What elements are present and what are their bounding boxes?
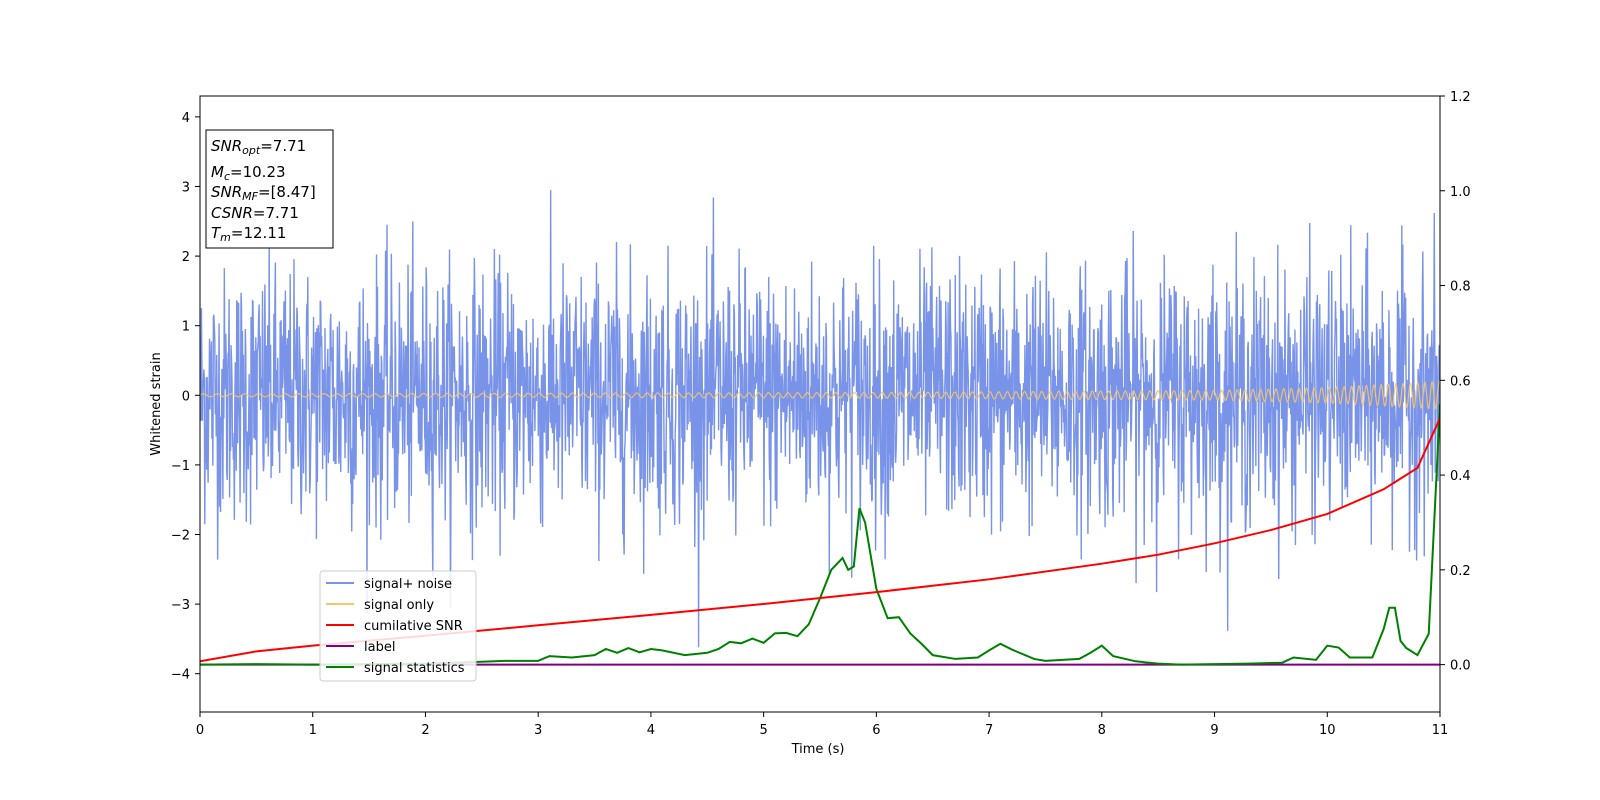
y-right-tick-label: 0.8 <box>1450 280 1471 295</box>
info-box: SNRopt=7.71 Mc=10.23 SNRMF=[8.47] CSNR=7… <box>205 129 334 249</box>
info-mc: Mc=10.23 <box>211 163 286 183</box>
legend-label-signal-only: signal only <box>364 598 434 613</box>
legend-item-cumilative-snr: cumilative SNR <box>326 619 463 634</box>
y-left-tick-label: −4 <box>171 668 190 683</box>
legend-item-signal-noise: signal+ noise <box>326 577 452 592</box>
legend-label-signal-statistics: signal statistics <box>364 661 465 676</box>
y-right-tick-label: 1.2 <box>1450 90 1471 105</box>
y-left-tick-label: 4 <box>182 111 190 126</box>
x-axis-title: Time (s) <box>791 742 845 757</box>
info-box-frame <box>205 129 334 249</box>
y-left-tick-label: −2 <box>171 529 190 544</box>
info-tm: Tm=12.11 <box>211 224 286 244</box>
legend: signal+ noise signal only cumilative SNR… <box>319 570 477 682</box>
legend-frame <box>319 570 477 682</box>
y-left-tick-label: 0 <box>182 389 190 404</box>
plot-frame <box>199 95 1441 713</box>
y-right-tick-label: 0.2 <box>1450 564 1471 579</box>
series-signal-noise-line <box>200 190 1440 648</box>
series-signal-statistics-line <box>200 403 1440 666</box>
legend-item-signal-statistics: signal statistics <box>326 661 465 676</box>
x-tick-label: 8 <box>1098 723 1106 738</box>
y-right-tick-label: 0.4 <box>1450 469 1471 484</box>
x-tick-label: 11 <box>1432 723 1449 738</box>
x-tick-label: 2 <box>421 723 429 738</box>
y-axis-right: 1.2 1.0 0.8 0.6 0.4 0.2 0.0 <box>1440 90 1471 674</box>
y-left-tick-label: 2 <box>182 250 190 265</box>
y-left-tick-label: −3 <box>171 598 190 613</box>
y-right-tick-label: 0.6 <box>1450 374 1471 389</box>
y-axis-title: Whitened strain <box>149 352 164 455</box>
legend-label-cumilative-snr: cumilative SNR <box>364 619 463 634</box>
y-right-tick-label: 1.0 <box>1450 185 1471 200</box>
info-snr-mf: SNRMF=[8.47] <box>211 183 316 203</box>
y-left-tick-label: −1 <box>171 459 190 474</box>
info-snr-opt: SNRopt=7.71 <box>211 137 306 157</box>
x-tick-label: 0 <box>196 723 204 738</box>
x-axis: 0 1 2 3 4 5 6 7 8 9 10 11 <box>196 712 1448 738</box>
y-right-tick-label: 0.0 <box>1450 659 1471 674</box>
legend-item-signal-only: signal only <box>326 598 434 613</box>
x-tick-label: 3 <box>534 723 542 738</box>
series-signal-only-line <box>200 380 1440 410</box>
x-tick-label: 4 <box>647 723 655 738</box>
y-axis-left: 4 3 2 1 0 −1 −2 −3 −4 <box>171 111 200 683</box>
legend-label-label: label <box>364 640 395 655</box>
legend-label-signal-noise: signal+ noise <box>364 577 452 592</box>
x-tick-label: 7 <box>985 723 993 738</box>
x-tick-label: 5 <box>759 723 767 738</box>
x-tick-label: 6 <box>872 723 880 738</box>
y-left-tick-label: 1 <box>182 320 190 335</box>
legend-item-label: label <box>326 640 395 655</box>
x-tick-label: 10 <box>1319 723 1336 738</box>
y-left-tick-label: 3 <box>182 180 190 195</box>
x-tick-label: 1 <box>309 723 317 738</box>
x-tick-label: 9 <box>1210 723 1218 738</box>
info-csnr: CSNR=7.71 <box>211 204 299 222</box>
